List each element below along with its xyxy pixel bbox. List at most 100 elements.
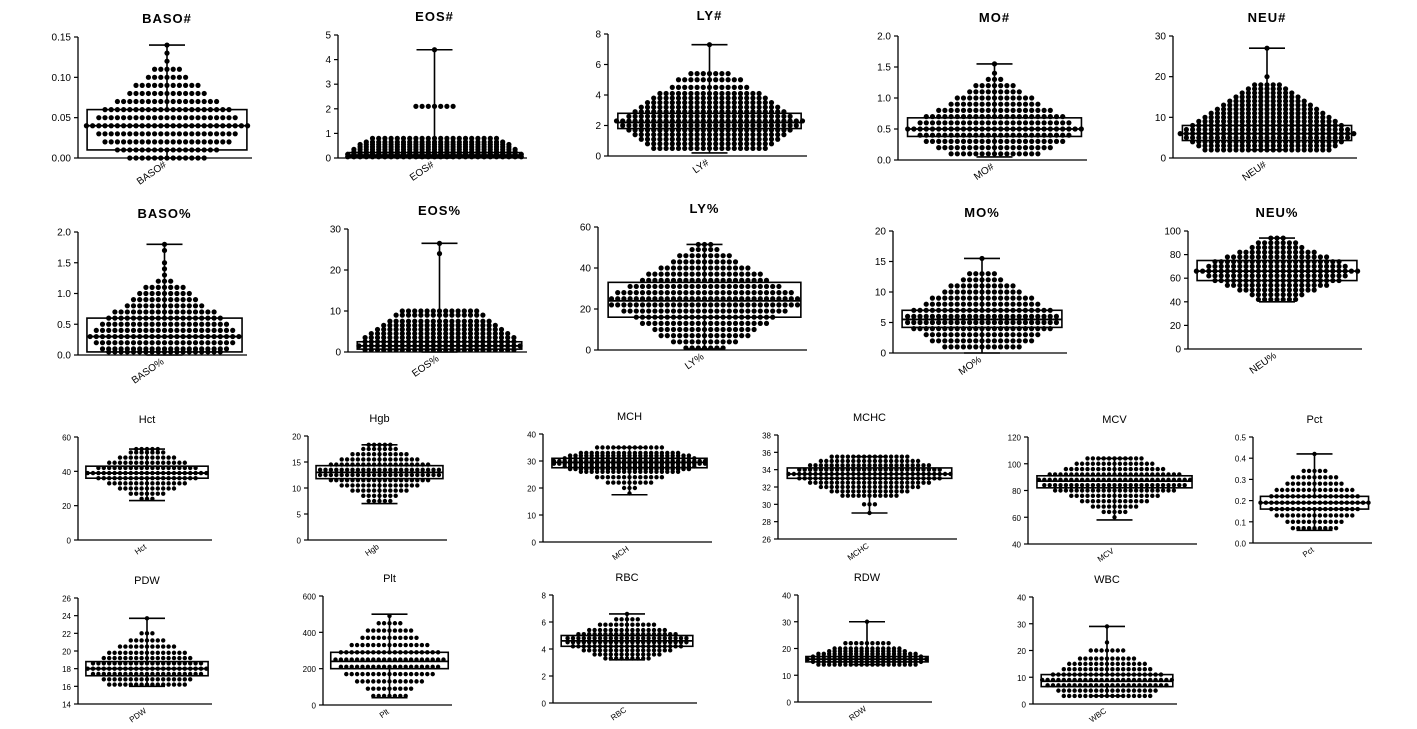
data-point <box>651 95 657 101</box>
data-point <box>474 347 480 353</box>
data-point <box>112 465 117 471</box>
data-point <box>1285 513 1290 518</box>
data-point <box>1042 477 1047 482</box>
data-point <box>1339 506 1344 512</box>
data-point <box>150 650 155 655</box>
data-point <box>1239 102 1245 108</box>
data-point <box>83 123 89 129</box>
data-point <box>627 283 633 290</box>
data-point <box>603 640 608 645</box>
data-point <box>1269 500 1274 505</box>
data-point <box>732 259 739 265</box>
data-point <box>461 347 467 353</box>
data-point <box>701 259 708 265</box>
chart-panel: MO% 0 5 10 15 20 MO% <box>855 195 1075 390</box>
data-point <box>150 465 155 471</box>
data-point <box>399 330 405 337</box>
data-point <box>706 84 713 90</box>
data-point <box>720 345 726 351</box>
data-point <box>1202 126 1208 133</box>
data-point <box>168 315 174 321</box>
data-point <box>155 677 160 682</box>
data-point <box>739 333 745 339</box>
data-point <box>171 460 177 465</box>
data-point <box>1289 114 1295 120</box>
data-point <box>431 103 438 109</box>
data-point <box>991 145 998 151</box>
data-point <box>123 481 128 486</box>
data-point <box>979 126 985 132</box>
data-point <box>744 109 750 115</box>
data-point <box>1249 277 1255 284</box>
data-point <box>174 303 180 309</box>
data-point <box>1301 487 1306 493</box>
data-point <box>1342 263 1348 269</box>
data-point <box>123 465 128 471</box>
data-point <box>1317 500 1323 505</box>
data-point <box>365 650 371 655</box>
data-point <box>633 283 639 290</box>
data-point <box>128 638 133 643</box>
data-point <box>861 489 867 494</box>
data-point <box>725 71 731 77</box>
y-tick-label: 10 <box>527 512 536 521</box>
data-point <box>677 333 683 339</box>
data-point <box>1085 456 1090 461</box>
data-point <box>393 335 399 341</box>
data-point <box>701 271 708 277</box>
data-point <box>106 346 112 352</box>
data-point <box>226 115 232 121</box>
data-point <box>646 656 651 661</box>
data-point <box>101 677 106 682</box>
data-point <box>1052 482 1058 488</box>
data-point <box>1010 83 1016 89</box>
data-point <box>474 326 480 333</box>
data-point <box>1262 240 1268 246</box>
data-point <box>1106 509 1112 515</box>
data-point <box>360 679 365 684</box>
data-point <box>186 333 192 340</box>
data-point <box>1224 268 1230 274</box>
data-point <box>189 115 195 121</box>
data-point <box>840 467 845 472</box>
data-point <box>166 470 171 476</box>
data-point <box>398 642 403 648</box>
data-point <box>639 302 646 308</box>
data-point <box>1137 661 1142 667</box>
data-point <box>377 446 382 452</box>
data-point <box>726 333 732 339</box>
data-point <box>1286 296 1292 303</box>
data-point <box>644 141 651 147</box>
data-point <box>700 141 706 147</box>
data-point <box>112 470 117 476</box>
x-category-label: WBC <box>1088 706 1109 724</box>
data-point <box>134 666 139 671</box>
data-point <box>403 671 408 677</box>
data-point <box>714 296 720 302</box>
data-point <box>399 322 405 328</box>
data-point <box>652 277 658 283</box>
data-point <box>409 467 415 472</box>
data-point <box>1115 656 1120 661</box>
data-point <box>1293 287 1299 293</box>
data-point <box>973 83 979 89</box>
data-point <box>217 321 223 327</box>
data-point <box>1214 135 1220 141</box>
data-point <box>1293 292 1299 298</box>
data-point <box>174 321 180 327</box>
data-point <box>155 655 160 661</box>
data-point <box>176 66 182 72</box>
data-point <box>1328 475 1333 480</box>
data-point <box>1252 94 1258 100</box>
data-point <box>979 271 985 277</box>
data-point <box>1022 114 1029 120</box>
data-point <box>171 677 177 682</box>
data-point <box>150 450 155 455</box>
data-point <box>768 100 775 106</box>
data-point <box>143 290 149 297</box>
data-point <box>701 277 708 283</box>
data-point <box>1112 504 1117 509</box>
data-point <box>652 302 658 308</box>
data-point <box>840 454 845 459</box>
data-point <box>480 322 486 328</box>
